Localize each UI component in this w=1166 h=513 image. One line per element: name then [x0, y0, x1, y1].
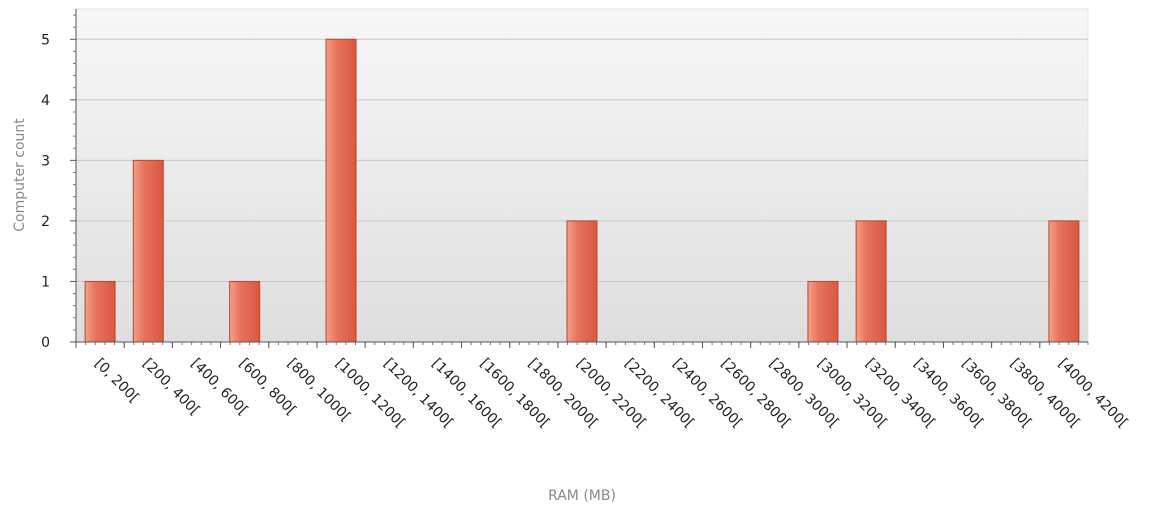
bar	[1048, 220, 1080, 343]
bar	[325, 38, 357, 343]
y-tick-label: 3	[41, 153, 50, 169]
bar	[132, 159, 164, 343]
y-axis-title: Computer count	[12, 118, 28, 232]
y-tick-label: 4	[41, 93, 50, 109]
x-tick-label: [0, 200[	[91, 356, 142, 407]
bar	[229, 280, 261, 343]
y-tick-label: 5	[41, 32, 50, 48]
bar	[84, 280, 116, 343]
bar	[807, 280, 839, 343]
y-ticks: 0 1 2 3 4 5	[41, 14, 76, 351]
x-ticks: [0, 200[[200, 400[[400, 600[[600, 800[[8…	[75, 342, 1131, 431]
bars	[84, 38, 1080, 343]
y-tick-label: 1	[41, 274, 50, 290]
y-tick-label: 0	[41, 335, 50, 351]
bar	[566, 220, 598, 343]
bar	[855, 220, 887, 343]
y-tick-label: 2	[41, 214, 50, 230]
x-axis-title: RAM (MB)	[548, 488, 616, 504]
